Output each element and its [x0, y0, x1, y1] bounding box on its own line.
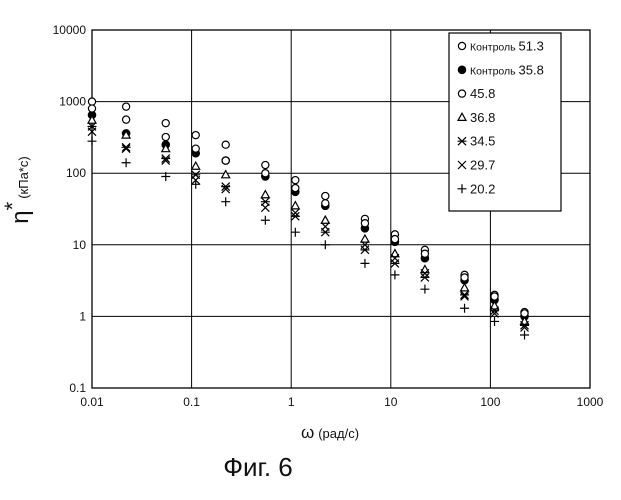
data-point	[322, 192, 329, 199]
legend-series-value: 20.2	[470, 181, 495, 196]
legend-series-value: 35.8	[519, 62, 544, 77]
y-tick-label: 0.1	[69, 381, 86, 395]
y-tick-label: 1000	[59, 95, 86, 109]
legend-series-name: Контроль	[470, 65, 519, 77]
legend-series-value: 29.7	[470, 158, 495, 173]
x-tick-label: 0.1	[183, 395, 200, 409]
legend-marker	[458, 66, 466, 74]
y-tick-label: 10	[73, 238, 87, 252]
data-point	[88, 105, 95, 112]
data-point	[292, 184, 299, 191]
legend-label: 45.8	[470, 86, 495, 101]
data-point	[123, 116, 130, 123]
legend-series-name: Контроль	[470, 42, 519, 54]
data-point	[421, 250, 428, 257]
legend-series-value: 36.8	[470, 110, 495, 125]
data-point	[123, 103, 130, 110]
data-point	[292, 177, 299, 184]
y-axis-symbol: η	[7, 210, 34, 223]
svg-text:ω(рад/с): ω (рад/с)	[301, 423, 359, 442]
legend: Контроль 51.3Контроль 35.845.836.834.529…	[449, 33, 561, 211]
legend-series-value: 51.3	[519, 39, 544, 54]
data-point	[262, 170, 269, 177]
x-axis-symbol: ω	[301, 423, 314, 442]
x-axis-title: ω (рад/с)	[301, 423, 359, 442]
x-tick-label: 0.01	[80, 395, 104, 409]
legend-label: 29.7	[470, 158, 495, 173]
x-tick-label: 1000	[577, 395, 604, 409]
data-point	[361, 220, 368, 227]
figure-caption: Фиг. 6	[0, 452, 516, 483]
legend-series-value: 45.8	[470, 86, 495, 101]
legend-label: 20.2	[470, 181, 495, 196]
chart: 0.010.111010010000.1110100100010000 η*(к…	[0, 0, 621, 450]
x-tick-label: 1	[288, 395, 295, 409]
data-point	[391, 236, 398, 243]
data-point	[491, 293, 498, 300]
data-point	[222, 157, 229, 164]
data-point	[162, 120, 169, 127]
y-tick-label: 1	[79, 309, 86, 323]
data-point	[162, 133, 169, 140]
data-point	[88, 98, 95, 105]
data-point	[192, 132, 199, 139]
legend-label: Контроль 51.3	[470, 39, 544, 54]
y-axis-sup: *	[0, 201, 25, 210]
x-axis-units: (рад/с)	[318, 426, 359, 441]
legend-label: 34.5	[470, 134, 495, 149]
data-point	[461, 274, 468, 281]
legend-box	[449, 33, 561, 211]
data-point	[192, 145, 199, 152]
legend-label: 36.8	[470, 110, 495, 125]
data-point	[222, 141, 229, 148]
legend-label: Контроль 35.8	[470, 62, 544, 77]
data-point	[521, 310, 528, 317]
legend-marker	[458, 90, 465, 97]
y-tick-label: 10000	[53, 23, 87, 37]
legend-marker	[458, 42, 465, 49]
data-point	[262, 161, 269, 168]
y-tick-label: 100	[66, 166, 86, 180]
data-point	[322, 200, 329, 207]
x-tick-label: 100	[480, 395, 500, 409]
x-tick-label: 10	[384, 395, 398, 409]
y-axis-units: (кПа*с)	[16, 156, 31, 198]
legend-series-value: 34.5	[470, 134, 495, 149]
